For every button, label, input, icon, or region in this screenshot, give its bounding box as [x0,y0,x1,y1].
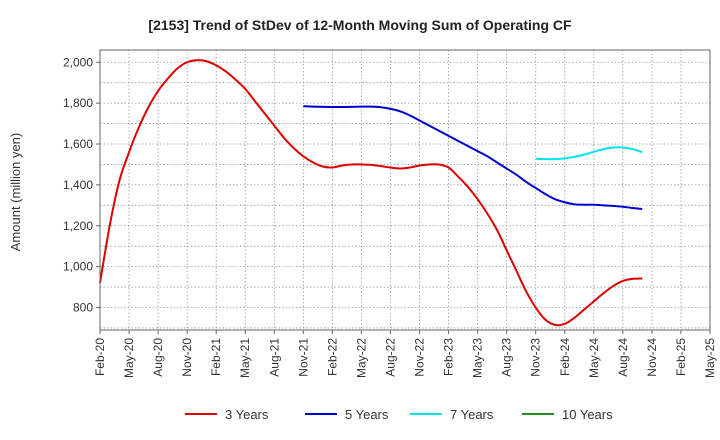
x-tick-label: May-21 [238,338,252,378]
x-tick-label: May-24 [587,338,601,378]
x-tick-label: Feb-25 [674,338,688,376]
series-lines [99,59,643,327]
x-tick-label: Aug-24 [616,338,630,377]
plot-area-frame [99,49,711,331]
x-tick-label: Feb-21 [209,338,223,376]
y-tick-label: 800 [73,301,93,315]
x-tick-label: Aug-21 [267,338,281,377]
x-tick-label: Feb-24 [558,338,572,376]
x-tick-label: May-22 [354,338,368,378]
grid [99,50,711,330]
y-tick-label: 1,400 [63,178,93,192]
legend-label-3-years: 3 Years [225,407,269,422]
x-tick-label: Nov-22 [413,338,427,377]
series-line-7-years [535,146,643,161]
y-axis-ticks: 800 1,000 1,200 1,400 1,600 1,800 2,000 [63,55,100,315]
x-tick-label: Nov-23 [529,338,543,377]
y-tick-label: 1,000 [63,260,93,274]
series-line-3-years [99,59,643,327]
legend: 3 Years 5 Years 7 Years 10 Years [185,407,613,422]
x-axis-ticks: Feb-20 May-20 Aug-20 Nov-20 Feb-21 May-21 Aug-… [93,330,717,378]
x-tick-label: Aug-22 [383,338,397,377]
x-tick-label: Aug-23 [500,338,514,377]
x-tick-label: Feb-20 [93,338,107,376]
x-tick-label: Aug-20 [151,338,165,377]
y-tick-label: 1,600 [63,137,93,151]
x-tick-label: Nov-21 [296,338,310,377]
y-axis-label: Amount (million yen) [8,133,23,252]
legend-label-10-years: 10 Years [562,407,613,422]
legend-label-7-years: 7 Years [450,407,494,422]
chart-title: [2153] Trend of StDev of 12-Month Moving… [148,17,572,33]
legend-label-5-years: 5 Years [345,407,389,422]
x-tick-label: Nov-24 [645,338,659,377]
y-tick-label: 1,200 [63,219,93,233]
x-tick-label: May-25 [703,338,717,378]
x-tick-label: Feb-23 [442,338,456,376]
x-tick-label: May-20 [122,338,136,378]
series-line-5-years [303,105,643,211]
x-tick-label: May-23 [471,338,485,378]
y-tick-label: 2,000 [63,55,93,69]
x-tick-label: Feb-22 [325,338,339,376]
x-tick-label: Nov-20 [180,338,194,377]
y-tick-label: 1,800 [63,96,93,110]
